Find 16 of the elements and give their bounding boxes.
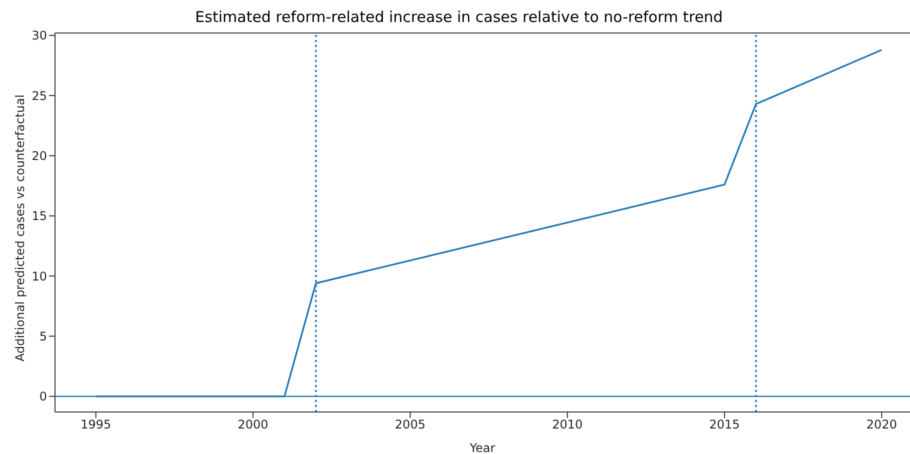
y-tick-label: 15 [32, 209, 47, 224]
x-tick-label: 1995 [80, 418, 112, 432]
x-tick-label: 2020 [866, 418, 897, 432]
x-tick-label: 2000 [238, 418, 268, 432]
chart-title: Estimated reform-related increase in cases relative to no-reform trend [194, 8, 724, 28]
y-tick-label: 0 [39, 390, 47, 404]
y-tick-label: 25 [32, 88, 47, 103]
x-tick-label: 2005 [394, 418, 426, 432]
y-axis-title: Additional predicted cases vs counterfactual [13, 94, 27, 362]
y-tick-label: 5 [39, 329, 47, 344]
x-tick-label: 2010 [552, 418, 583, 432]
x-tick-label: 2015 [709, 418, 740, 432]
x-axis-title: Year [468, 441, 496, 454]
y-tick-label: 30 [32, 28, 47, 43]
y-tick-label: 10 [32, 269, 47, 284]
y-tick-label: 20 [32, 148, 47, 163]
